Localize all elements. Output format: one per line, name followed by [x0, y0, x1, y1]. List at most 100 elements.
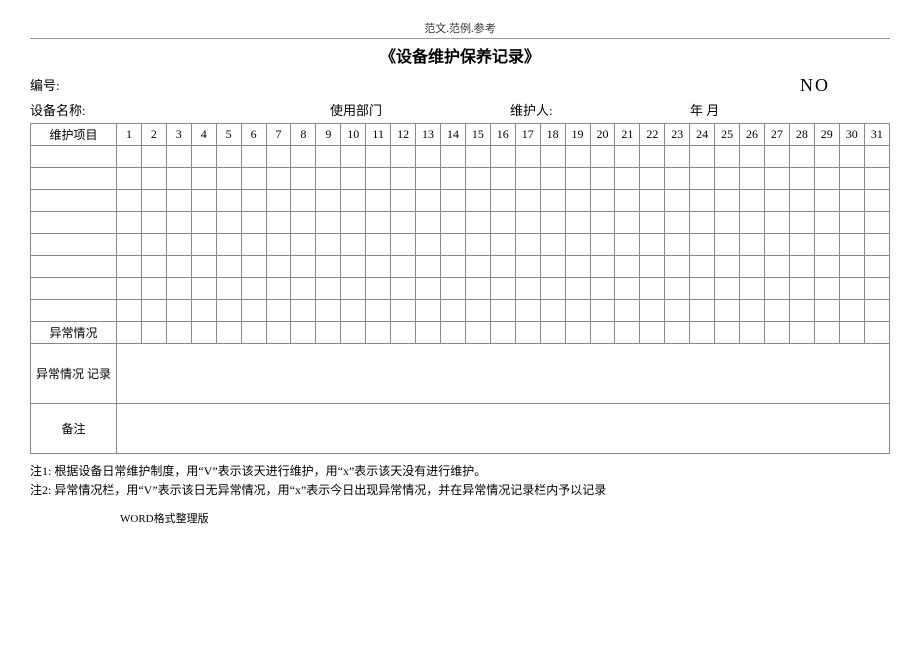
day-cell: [416, 168, 441, 190]
day-cell: [540, 190, 565, 212]
day-cell: [141, 256, 166, 278]
row-label-cell: [31, 234, 117, 256]
day-cell: [665, 234, 690, 256]
day-cell: [740, 322, 765, 344]
day-cell: [715, 256, 740, 278]
day-cell: [615, 212, 640, 234]
device-name-label: 设备名称:: [30, 100, 330, 119]
row-label-cell: [31, 146, 117, 168]
maintainer-label: 维护人:: [510, 100, 690, 119]
day-cell: [565, 256, 590, 278]
day-cell: [341, 278, 366, 300]
day-cell: [640, 190, 665, 212]
day-cell: [690, 212, 715, 234]
day-cell: [565, 190, 590, 212]
day-header: 29: [814, 124, 839, 146]
day-cell: [465, 168, 490, 190]
day-cell: [391, 278, 416, 300]
day-cell: [391, 234, 416, 256]
remark-label: 备注: [31, 404, 117, 454]
day-cell: [640, 234, 665, 256]
day-cell: [391, 212, 416, 234]
day-header: 10: [341, 124, 366, 146]
day-cell: [590, 212, 615, 234]
day-cell: [465, 300, 490, 322]
day-cell: [764, 146, 789, 168]
day-cell: [316, 168, 341, 190]
day-cell: [117, 278, 142, 300]
day-cell: [490, 212, 515, 234]
day-cell: [241, 234, 266, 256]
day-cell: [814, 322, 839, 344]
day-cell: [740, 168, 765, 190]
day-cell: [416, 300, 441, 322]
day-cell: [764, 168, 789, 190]
day-cell: [191, 212, 216, 234]
table-body: 异常情况异常情况 记录备注: [31, 146, 890, 454]
day-cell: [141, 168, 166, 190]
day-cell: [366, 168, 391, 190]
day-cell: [191, 168, 216, 190]
day-cell: [764, 190, 789, 212]
day-cell: [241, 146, 266, 168]
day-cell: [715, 278, 740, 300]
day-cell: [839, 168, 864, 190]
day-cell: [615, 256, 640, 278]
day-cell: [740, 212, 765, 234]
day-cell: [789, 300, 814, 322]
day-cell: [515, 256, 540, 278]
row-label-cell: [31, 212, 117, 234]
day-cell: [391, 146, 416, 168]
day-cell: [266, 300, 291, 322]
day-cell: [789, 168, 814, 190]
day-header: 31: [864, 124, 889, 146]
table-row: [31, 146, 890, 168]
day-cell: [316, 146, 341, 168]
day-cell: [814, 256, 839, 278]
day-cell: [141, 146, 166, 168]
day-cell: [416, 256, 441, 278]
table-header-row: 维护项目 12345678910111213141516171819202122…: [31, 124, 890, 146]
table-row: [31, 256, 890, 278]
day-header: 17: [515, 124, 540, 146]
day-header: 7: [266, 124, 291, 146]
day-cell: [341, 256, 366, 278]
day-cell: [366, 190, 391, 212]
day-cell: [490, 278, 515, 300]
day-cell: [341, 168, 366, 190]
no-text: NO: [800, 75, 890, 96]
day-cell: [291, 168, 316, 190]
day-cell: [266, 256, 291, 278]
day-cell: [540, 256, 565, 278]
day-cell: [341, 300, 366, 322]
day-cell: [715, 212, 740, 234]
day-cell: [665, 256, 690, 278]
day-cell: [864, 168, 889, 190]
day-header: 21: [615, 124, 640, 146]
day-cell: [789, 256, 814, 278]
day-cell: [316, 278, 341, 300]
day-cell: [839, 322, 864, 344]
day-cell: [465, 322, 490, 344]
day-cell: [166, 146, 191, 168]
day-cell: [117, 212, 142, 234]
day-cell: [864, 278, 889, 300]
day-cell: [640, 322, 665, 344]
day-cell: [341, 190, 366, 212]
day-cell: [341, 212, 366, 234]
day-cell: [341, 146, 366, 168]
day-header: 28: [789, 124, 814, 146]
day-cell: [590, 146, 615, 168]
row-header-label: 维护项目: [31, 124, 117, 146]
day-cell: [839, 278, 864, 300]
day-cell: [117, 168, 142, 190]
exception-record-label: 异常情况 记录: [31, 344, 117, 404]
day-cell: [341, 322, 366, 344]
day-cell: [117, 300, 142, 322]
day-cell: [814, 168, 839, 190]
day-cell: [615, 234, 640, 256]
day-cell: [216, 190, 241, 212]
day-cell: [241, 168, 266, 190]
exception-record-cell: [117, 344, 890, 404]
day-cell: [640, 256, 665, 278]
